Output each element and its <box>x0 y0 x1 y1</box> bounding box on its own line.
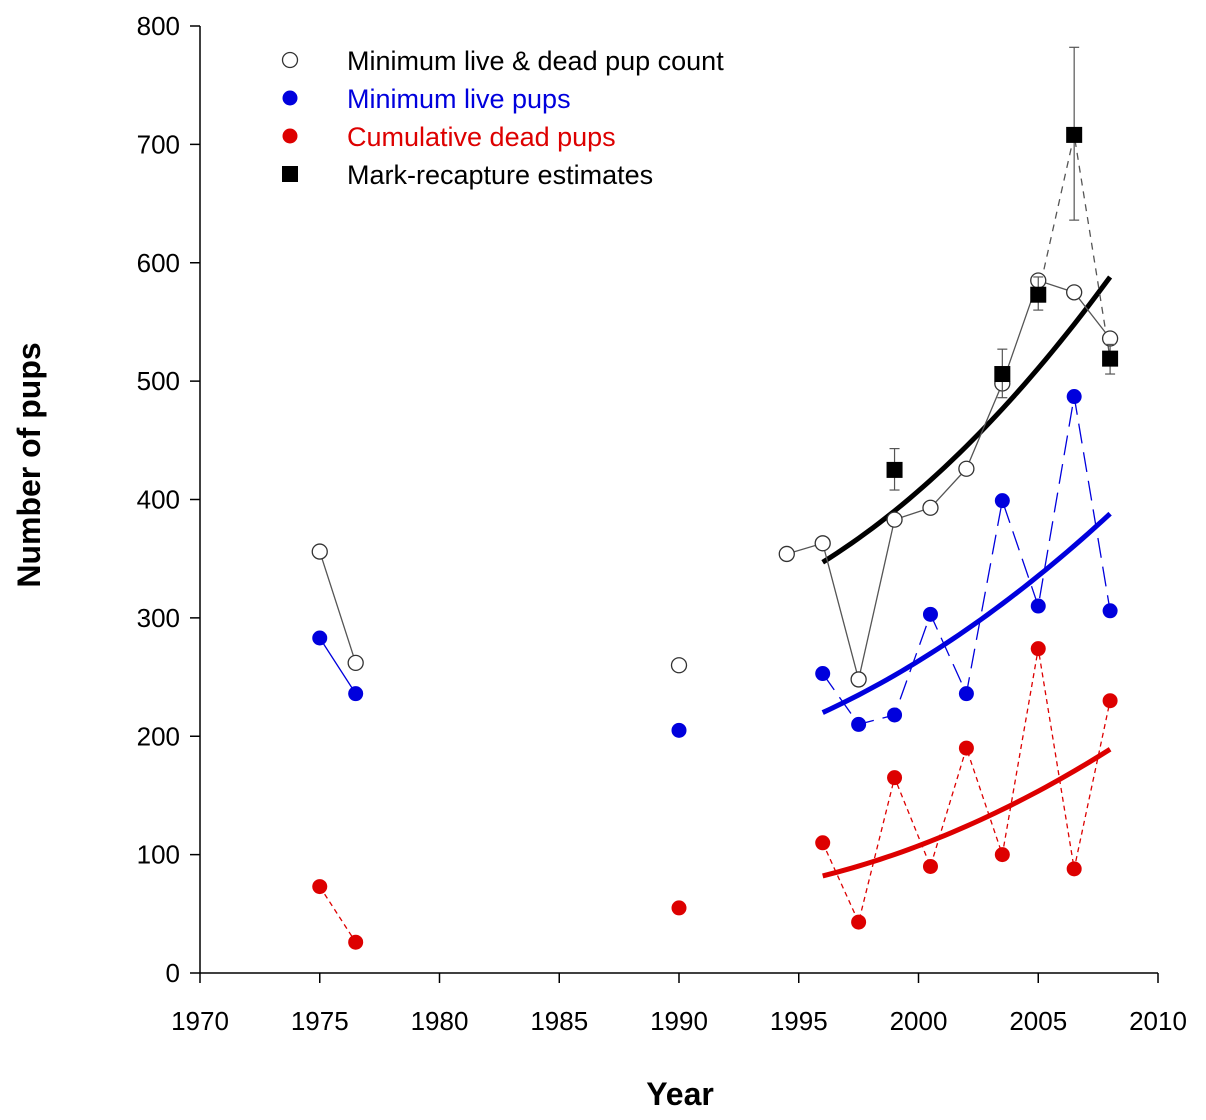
series-line-total <box>319 551 357 664</box>
marker-total <box>311 543 328 560</box>
y-tick-label: 800 <box>137 11 180 41</box>
marker-mark-recapture <box>1066 126 1083 143</box>
marker-dead <box>671 900 687 916</box>
marker-mark-recapture <box>994 366 1011 383</box>
marker-live <box>348 686 364 702</box>
marker-total <box>1101 330 1119 347</box>
marker-total <box>958 460 975 477</box>
series-line-dead <box>822 648 1111 925</box>
series-line-live <box>319 637 357 694</box>
marker-live <box>1102 603 1118 619</box>
marker-dead <box>1102 693 1118 709</box>
marker-total <box>886 511 903 528</box>
x-tick-label: 1975 <box>291 1006 349 1036</box>
y-tick-label: 700 <box>137 129 180 159</box>
legend: Minimum live & dead pup count Minimum liv… <box>281 46 724 190</box>
trend-line <box>822 747 1112 879</box>
marker-total <box>922 499 939 516</box>
series-line-mark-recapture <box>1037 134 1111 359</box>
x-tick-label: 1995 <box>770 1006 828 1036</box>
marker-live <box>312 630 328 646</box>
x-tick-label: 1985 <box>530 1006 588 1036</box>
legend-marker <box>282 128 298 144</box>
marker-dead <box>1066 861 1082 877</box>
marker-live <box>1066 389 1082 405</box>
marker-total <box>778 545 795 563</box>
legend-label: Mark-recapture estimates <box>347 160 653 190</box>
marker-live <box>1030 598 1046 614</box>
y-axis-title: Number of pups <box>11 342 47 587</box>
legend-marker <box>282 166 298 182</box>
series-line-dead <box>319 886 357 943</box>
x-tick-label: 1980 <box>411 1006 469 1036</box>
marker-live <box>887 707 903 723</box>
data-markers <box>311 46 1119 950</box>
marker-mark-recapture <box>886 461 903 478</box>
trend-lines <box>821 275 1113 879</box>
marker-dead <box>312 879 328 895</box>
marker-dead <box>1030 641 1046 657</box>
legend-label: Cumulative dead pups <box>347 122 616 152</box>
y-tick-label: 0 <box>166 958 180 988</box>
trend-line <box>821 275 1113 565</box>
x-tick-label: 1970 <box>171 1006 229 1036</box>
axes: 0 100 200 300 400 500 600 700 800 1970 1975 1980 198… <box>137 11 1187 1036</box>
y-tick-label: 300 <box>137 603 180 633</box>
y-tick-label: 400 <box>137 485 180 515</box>
x-axis-title: Year <box>646 1076 714 1112</box>
series-lines <box>319 134 1111 943</box>
marker-dead <box>994 847 1010 863</box>
marker-total <box>670 657 688 674</box>
x-tick-label: 1990 <box>650 1006 708 1036</box>
marker-live <box>815 666 831 682</box>
marker-live <box>958 686 974 702</box>
marker-live <box>851 716 867 732</box>
y-tick-label: 200 <box>137 721 180 751</box>
series-line-total <box>786 279 1111 680</box>
marker-mark-recapture <box>1030 286 1047 303</box>
legend-label: Minimum live pups <box>347 84 571 114</box>
x-tick-label: 2000 <box>890 1006 948 1036</box>
trend-line <box>821 511 1112 715</box>
marker-dead <box>851 914 867 930</box>
marker-live <box>671 722 687 738</box>
marker-dead <box>815 835 831 851</box>
marker-dead <box>348 934 364 950</box>
marker-live <box>922 606 938 622</box>
y-tick-label: 100 <box>137 840 180 870</box>
marker-live <box>994 493 1010 509</box>
marker-mark-recapture <box>1102 350 1119 367</box>
marker-total <box>1066 284 1083 301</box>
x-tick-label: 2005 <box>1009 1006 1067 1036</box>
legend-marker <box>281 51 299 69</box>
y-tick-label: 500 <box>137 366 180 396</box>
legend-marker <box>282 90 298 106</box>
marker-dead <box>887 770 903 786</box>
marker-total <box>814 535 831 552</box>
x-tick-label: 2010 <box>1129 1006 1187 1036</box>
marker-dead <box>922 858 938 874</box>
y-tick-label: 600 <box>137 248 180 278</box>
marker-total <box>850 671 867 688</box>
marker-total <box>347 654 364 672</box>
legend-label: Minimum live & dead pup count <box>347 46 724 76</box>
marker-dead <box>958 740 974 756</box>
